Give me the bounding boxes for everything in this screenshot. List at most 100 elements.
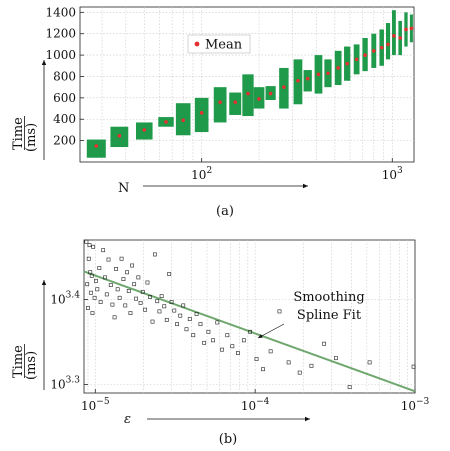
data-point	[98, 300, 103, 304]
data-point	[108, 283, 113, 287]
panel-a-plot-area	[79, 6, 415, 163]
range-bar	[303, 70, 312, 92]
panel-a: 200 400 600 800 1000 1200 1400 102 103 Mean Tim…	[11, 5, 415, 219]
x-tick-label: 103	[382, 166, 403, 182]
data-point	[143, 307, 148, 312]
mean-point	[336, 66, 340, 70]
data-point	[367, 360, 372, 365]
data-point	[277, 309, 282, 314]
mean-point	[326, 71, 330, 76]
panel-a-y-ticks: 200 400 600 800 1000 1200 1400	[45, 5, 84, 148]
mean-point	[142, 128, 147, 132]
data-point	[187, 317, 192, 321]
data-point	[90, 311, 95, 316]
panel-b-caption: (b)	[219, 432, 237, 447]
data-point	[87, 243, 92, 248]
y-tick-label: 103.3	[50, 376, 80, 392]
panel-b-plot-area	[83, 239, 416, 394]
legend-box	[187, 34, 251, 54]
data-point	[172, 308, 177, 313]
panel-b-grid	[84, 240, 415, 393]
mean-point	[305, 76, 310, 81]
data-point	[220, 347, 224, 352]
data-point	[115, 287, 120, 292]
data-point	[322, 341, 326, 346]
data-point	[85, 282, 90, 287]
data-point	[121, 277, 126, 282]
panel-a-x-ticks: 102 103	[191, 158, 403, 182]
data-point	[140, 289, 145, 294]
data-point	[136, 275, 141, 280]
data-point	[94, 278, 98, 283]
y-tick-label: 400	[53, 112, 76, 126]
data-point	[126, 289, 131, 293]
data-point	[123, 303, 128, 308]
data-point	[152, 252, 157, 257]
data-point	[138, 300, 143, 305]
panel-a-y-label-unit: (ms)	[24, 123, 39, 152]
panel-b-annotation: Smoothing Spline Fit	[257, 290, 365, 339]
data-point	[91, 244, 96, 249]
annotation-line-1: Smoothing	[293, 290, 364, 305]
data-point	[112, 315, 117, 320]
annotation-line-2: Spline Fit	[297, 308, 362, 323]
mean-point	[94, 144, 99, 148]
data-point	[84, 239, 89, 244]
range-bar	[194, 97, 209, 133]
data-point	[86, 256, 91, 261]
panel-a-caption: (a)	[216, 204, 234, 219]
annotation-arrow	[257, 323, 285, 339]
data-point	[150, 319, 155, 324]
data-point	[202, 340, 207, 345]
panel-b-x-label: ε	[124, 412, 131, 427]
data-point	[347, 385, 352, 389]
data-point	[178, 313, 183, 318]
mean-point	[199, 111, 204, 115]
x-tick-label: 10−3	[401, 397, 430, 413]
range-bar	[86, 139, 106, 158]
data-point	[162, 304, 167, 309]
data-point	[184, 327, 189, 332]
y-tick-label: 600	[53, 91, 76, 105]
data-point	[101, 248, 106, 253]
y-tick-label: 1400	[45, 5, 76, 19]
data-point	[248, 329, 253, 334]
data-point	[309, 363, 314, 368]
mean-point	[404, 27, 408, 32]
mean-point	[363, 53, 367, 57]
legend-mean-marker	[194, 41, 200, 47]
data-point	[155, 299, 160, 304]
data-point	[181, 303, 186, 308]
y-tick-label: 1200	[45, 27, 76, 41]
panel-b-y-label-time: Time	[11, 345, 26, 378]
data-point	[211, 338, 215, 343]
panel-a-y-label: Time (ms)	[11, 60, 47, 160]
mean-point	[181, 118, 185, 123]
panel-a-y-label-time: Time	[11, 117, 26, 150]
data-point	[167, 272, 172, 276]
mean-point	[372, 49, 376, 53]
data-point	[103, 275, 107, 280]
range-bar	[213, 87, 227, 123]
panel-b-x-ticks: 10−5 10−4 10−3	[81, 389, 430, 413]
mean-point	[398, 36, 402, 40]
mean-point	[268, 91, 273, 96]
data-point	[164, 317, 169, 322]
data-point	[130, 263, 135, 268]
y-tick-label: 1000	[45, 48, 76, 62]
panel-b: 103.3 103.4 10−5 10−4 10−3 Smoothing Spline…	[11, 239, 430, 447]
spline-fit-line	[83, 270, 416, 393]
panel-a-x-label: N	[118, 181, 129, 196]
data-point	[333, 356, 338, 361]
data-point	[198, 322, 203, 327]
data-point	[194, 312, 199, 316]
data-point	[157, 309, 162, 314]
data-point	[254, 357, 259, 361]
range-bar	[391, 10, 396, 56]
data-point	[119, 256, 124, 261]
data-point	[95, 287, 100, 292]
mean-point	[282, 85, 286, 89]
x-tick-label: 10−4	[241, 397, 270, 413]
data-point	[169, 300, 174, 304]
